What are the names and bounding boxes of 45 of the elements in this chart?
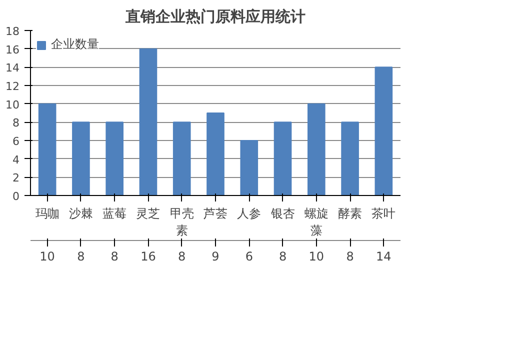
data-label: 8 — [110, 250, 118, 264]
bar — [139, 48, 158, 196]
bar — [206, 112, 224, 196]
bar — [341, 122, 359, 196]
x-tick-label: 芦荟 — [204, 206, 228, 220]
y-tick-label: 12 — [6, 80, 20, 93]
data-label: 8 — [278, 250, 287, 264]
x-tick-label: 沙棘 — [68, 206, 93, 220]
x-tick-label: 螺旋藻 — [304, 206, 328, 238]
data-label: 10 — [40, 250, 55, 264]
y-tick-label: 18 — [6, 25, 20, 38]
bar — [374, 66, 393, 196]
bar — [308, 103, 326, 196]
data-label: 16 — [140, 250, 156, 264]
data-label: 9 — [212, 250, 220, 264]
y-tick-label: 10 — [6, 98, 20, 112]
bar — [106, 122, 124, 196]
y-tick-label: 4 — [12, 153, 20, 166]
y-tick-label: 8 — [12, 116, 20, 130]
data-label: 6 — [245, 250, 253, 264]
x-tick-label: 酵素 — [338, 206, 362, 220]
data-label: 8 — [77, 250, 85, 264]
y-tick-label: 16 — [6, 43, 20, 56]
y-tick-label: 6 — [12, 135, 20, 148]
bar — [240, 140, 258, 196]
x-tick-label: 银杏 — [270, 206, 295, 220]
bar — [72, 122, 90, 196]
x-tick-label: 甲壳素 — [170, 206, 194, 238]
chart-title: 直销企业热门原料应用统计 — [124, 8, 306, 26]
bar — [172, 122, 191, 196]
data-label: 8 — [346, 250, 354, 264]
y-tick-label: 2 — [12, 172, 20, 185]
x-tick-label: 蓝莓 — [102, 206, 127, 220]
x-tick-label: 灵芝 — [136, 206, 160, 220]
y-tick-label: 0 — [12, 190, 20, 203]
data-label: 10 — [308, 250, 324, 264]
x-tick-label: 人参 — [237, 206, 262, 220]
data-label: 14 — [376, 250, 392, 264]
legend-label: 企业数量 — [51, 36, 99, 53]
data-label: 8 — [178, 250, 186, 264]
y-tick-label: 14 — [6, 62, 20, 75]
x-tick-label: 玛咖 — [35, 206, 60, 220]
x-tick-label: 茶叶 — [372, 206, 396, 220]
bar — [274, 122, 292, 196]
bar — [38, 103, 56, 196]
